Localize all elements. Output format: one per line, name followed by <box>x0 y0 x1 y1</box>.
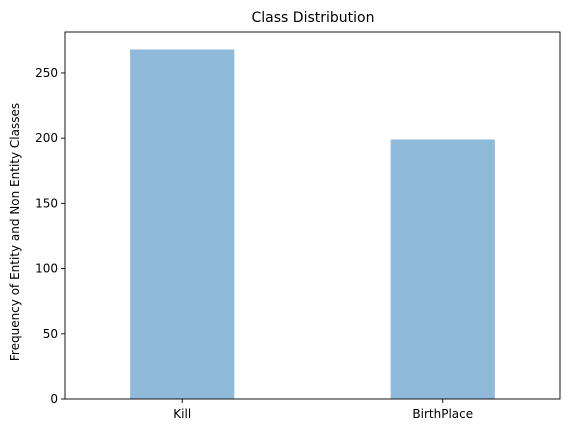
y-tick-label: 100 <box>35 262 58 276</box>
y-axis-label: Frequency of Entity and Non Entity Class… <box>8 103 22 361</box>
y-tick-label: 0 <box>50 392 58 406</box>
x-ticks-group: Kill BirthPlace <box>173 399 473 421</box>
bar-birthplace <box>390 139 495 400</box>
chart-title: Class Distribution <box>252 10 375 26</box>
y-tick-label: 200 <box>35 131 58 145</box>
y-tick-label: 50 <box>43 327 58 341</box>
x-tick-label: BirthPlace <box>412 407 473 421</box>
plot-frame <box>64 31 561 400</box>
y-tick-label: 250 <box>35 66 58 80</box>
bar-kill <box>130 49 235 399</box>
x-tick-label: Kill <box>173 407 191 421</box>
y-tick-label: 150 <box>35 196 58 210</box>
y-ticks-group: 0 50 100 150 200 250 <box>35 66 65 406</box>
bars-group <box>130 49 495 400</box>
